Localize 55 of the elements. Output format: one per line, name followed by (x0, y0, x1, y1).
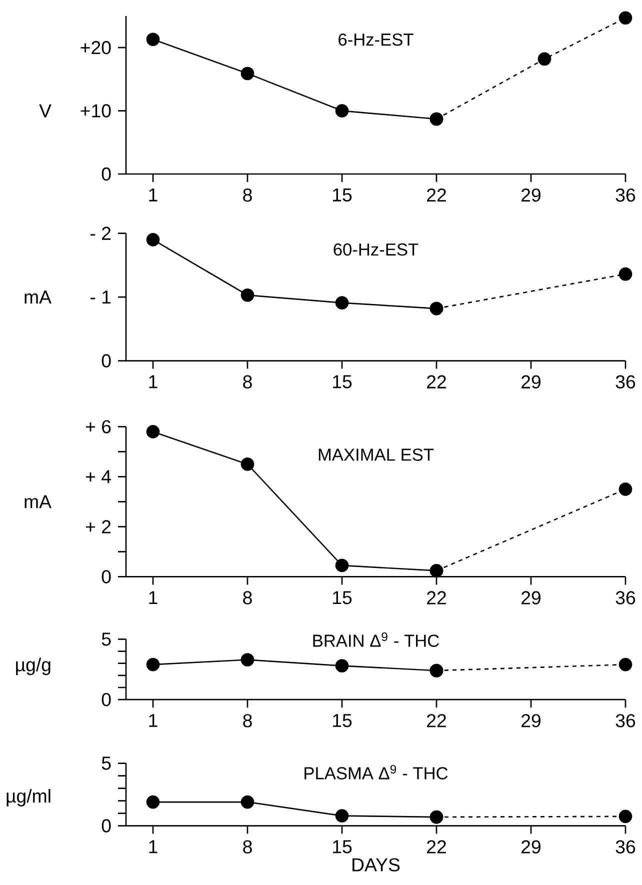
x-tick-label: 29 (522, 591, 540, 604)
x-tick-label: 15 (333, 714, 352, 728)
y-axis-title: mA (24, 290, 52, 304)
x-tick-label: 1 (149, 375, 158, 388)
y-tick-label: 5 (102, 632, 111, 646)
x-tick-label: 22 (427, 714, 446, 728)
x-tick-label: 36 (616, 591, 636, 604)
x-tick-label: 8 (243, 188, 252, 202)
x-tick-label: 1 (149, 840, 158, 854)
x-tick-label: 22 (427, 188, 446, 202)
x-tick-label: 15 (333, 840, 352, 854)
x-tick-label: 8 (243, 591, 252, 604)
x-tick-label: 36 (616, 714, 636, 728)
y-tick-label: +10 (80, 104, 111, 118)
y-tick-label: 0 (102, 570, 111, 584)
text: 6-Hz-EST (338, 33, 414, 46)
x-tick-label: 29 (522, 375, 540, 389)
y-axis-title: µg/g (16, 658, 50, 676)
x-tick-label: 1 (149, 714, 158, 727)
y-tick-label: + 2 (86, 520, 111, 534)
x-tick-label: 8 (243, 714, 252, 728)
y-axis-title: mA (24, 495, 52, 508)
x-tick-label: 8 (243, 375, 252, 389)
x-tick-label: 36 (616, 375, 636, 389)
y-tick-label: + 6 (86, 420, 111, 434)
y-tick-label: +20 (80, 40, 111, 54)
y-tick-label: + 4 (86, 470, 111, 484)
y-axis-title: V (39, 104, 52, 118)
chart-title: BRAIN Δ$^{9}$ - THC (313, 632, 439, 647)
chart-title: 60-Hz-EST (334, 243, 418, 256)
y-tick-label: 0 (102, 692, 111, 706)
y-axis-title: µg/ml (6, 788, 50, 806)
y-tick-label: - 1 (90, 290, 111, 304)
x-tick-label: 29 (522, 188, 540, 202)
x-tick-label: 22 (427, 375, 446, 388)
x-tick-label: 22 (427, 840, 446, 854)
y-tick-label: 0 (102, 354, 111, 368)
x-tick-label: 36 (616, 840, 636, 854)
x-tick-label: 29 (522, 840, 540, 854)
x-tick-label: 15 (333, 188, 352, 202)
y-tick-label: - 2 (90, 226, 111, 240)
x-tick-label: 8 (243, 840, 252, 854)
x-tick-label: 1 (149, 591, 158, 604)
x-tick-label: 15 (333, 591, 352, 604)
y-tick-label: 5 (102, 756, 111, 770)
y-tick-label: 0 (102, 167, 111, 181)
x-tick-label: 29 (522, 714, 540, 728)
x-tick-label: 36 (616, 188, 636, 202)
x-tick-label: 1 (149, 188, 158, 202)
x-tick-label: 22 (427, 591, 446, 604)
y-tick-label: 0 (102, 819, 111, 832)
chart-title: PLASMA Δ$^{9}$ - THC (304, 764, 448, 780)
x-axis-title: DAYS (352, 858, 400, 872)
text: MAXIMAL EST (318, 448, 434, 461)
x-tick-label: 15 (333, 375, 352, 388)
